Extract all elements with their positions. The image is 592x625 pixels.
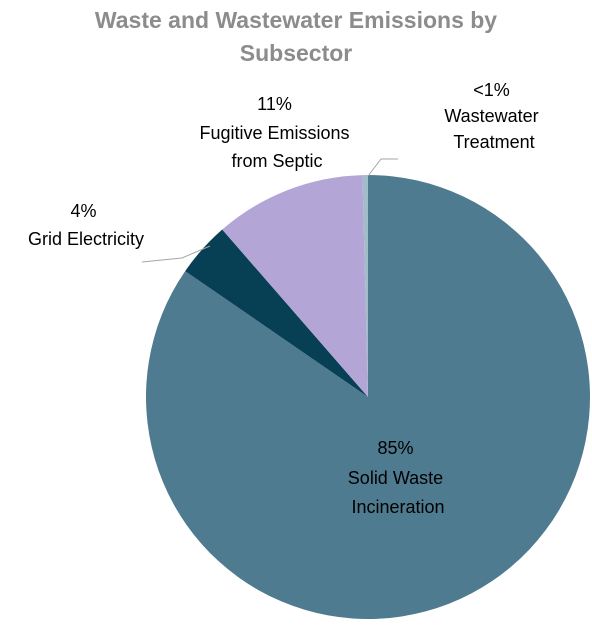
slice-label-fugitive-emissions: 11% Fugitive Emissions from Septic xyxy=(199,94,354,171)
slice-name-solid-waste-line-1: Solid Waste xyxy=(348,468,443,488)
slice-pct-fugitive-emissions: 11% xyxy=(257,94,292,114)
pie-slices xyxy=(146,175,591,619)
leader-line-grid-electricity xyxy=(141,245,211,263)
leader-lines xyxy=(141,158,398,263)
slice-pct-grid-electricity: 4% xyxy=(70,201,96,221)
slice-pct-wastewater-treatment: <1% xyxy=(473,80,510,100)
slice-label-grid-electricity: 4% Grid Electricity xyxy=(28,201,144,249)
slice-wastewater-treatment xyxy=(362,175,368,397)
slice-pct-solid-waste: 85% xyxy=(377,438,413,458)
chart-title-line-1: Waste and Wastewater Emissions by xyxy=(94,7,498,33)
slice-name-fugitive-emissions-line-1: Fugitive Emissions xyxy=(199,123,349,143)
slice-solid-waste-incineration xyxy=(146,175,591,619)
slice-fugitive-emissions-septic xyxy=(222,175,368,397)
slice-name-wastewater-treatment-line-2: Treatment xyxy=(453,132,534,152)
slice-name-grid-electricity: Grid Electricity xyxy=(28,229,144,249)
chart-title: Waste and Wastewater Emissions by Subsec… xyxy=(0,4,592,70)
chart-title-line-2: Subsector xyxy=(239,40,353,66)
slice-name-fugitive-emissions-line-2: from Septic xyxy=(231,151,322,171)
slice-label-wastewater-treatment: <1% Wastewater Treatment xyxy=(444,80,543,152)
slice-name-wastewater-treatment-line-1: Wastewater xyxy=(444,106,538,126)
slice-name-solid-waste-line-2: Incineration xyxy=(351,497,444,517)
leader-line-wastewater-treatment xyxy=(367,158,398,177)
slice-label-solid-waste: 85% Solid Waste Incineration xyxy=(348,438,448,517)
slice-grid-electricity xyxy=(185,229,368,397)
